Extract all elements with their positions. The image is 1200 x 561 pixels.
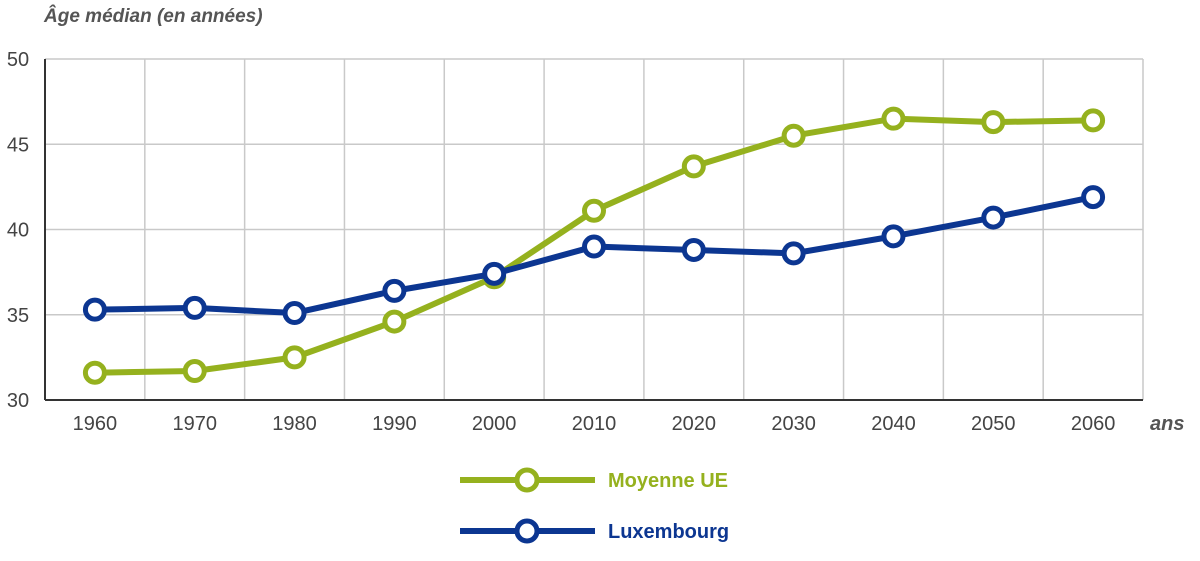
series-luxembourg bbox=[82, 185, 1106, 326]
legend: Moyenne UE Luxembourg bbox=[460, 467, 729, 544]
series-moyenne-ue bbox=[82, 106, 1106, 385]
data-point bbox=[182, 359, 207, 384]
legend-swatch-marker bbox=[514, 467, 540, 493]
y-tick-label: 35 bbox=[7, 305, 29, 327]
legend-item: Luxembourg bbox=[460, 518, 729, 544]
data-point bbox=[1081, 108, 1106, 133]
y-tick-label: 45 bbox=[7, 134, 29, 156]
data-point bbox=[681, 154, 706, 179]
data-point bbox=[482, 261, 507, 286]
data-point bbox=[881, 106, 906, 131]
data-point bbox=[282, 345, 307, 370]
x-tick-label: 1980 bbox=[272, 413, 317, 435]
data-point bbox=[582, 198, 606, 223]
x-tick-label: 1960 bbox=[73, 413, 118, 435]
data-point bbox=[82, 360, 107, 385]
data-point bbox=[282, 301, 307, 326]
x-tick-label: 2000 bbox=[472, 413, 517, 435]
x-tick-label: 1970 bbox=[172, 413, 217, 435]
y-tick-label: 40 bbox=[7, 220, 29, 242]
x-tick-label: 2060 bbox=[1071, 413, 1116, 435]
y-axis-title: Âge médian (en années) bbox=[43, 5, 263, 27]
y-tick-label: 50 bbox=[7, 49, 29, 71]
data-point bbox=[582, 234, 606, 259]
x-tick-label: 2020 bbox=[672, 413, 717, 435]
legend-item: Moyenne UE bbox=[460, 467, 728, 493]
gridlines bbox=[44, 58, 1144, 401]
x-tick-label: 2050 bbox=[971, 413, 1016, 435]
data-point bbox=[182, 295, 207, 320]
legend-label: Luxembourg bbox=[608, 521, 729, 543]
legend-label: Moyenne UE bbox=[608, 470, 728, 492]
data-point bbox=[681, 237, 706, 262]
y-tick-label: 30 bbox=[7, 390, 29, 412]
data-point bbox=[781, 123, 806, 148]
x-tick-label: 1990 bbox=[372, 413, 417, 435]
y-tick-labels: 30 35 40 45 50 bbox=[7, 49, 29, 412]
legend-swatch-marker bbox=[514, 518, 540, 544]
data-point bbox=[1081, 185, 1106, 210]
data-point bbox=[881, 224, 906, 249]
data-point bbox=[382, 278, 407, 303]
data-point bbox=[382, 309, 407, 334]
data-point bbox=[981, 110, 1006, 135]
x-tick-label: 2010 bbox=[572, 413, 617, 435]
x-tick-label: 2030 bbox=[771, 413, 816, 435]
x-tick-labels: 1960 1970 1980 1990 2000 2010 2020 2030 2040 2050… bbox=[73, 413, 1116, 435]
x-axis-unit: ans bbox=[1150, 413, 1184, 435]
data-point bbox=[82, 297, 107, 322]
data-point bbox=[781, 241, 806, 266]
series-layer bbox=[82, 106, 1106, 385]
data-point bbox=[981, 205, 1006, 230]
x-tick-label: 2040 bbox=[871, 413, 916, 435]
